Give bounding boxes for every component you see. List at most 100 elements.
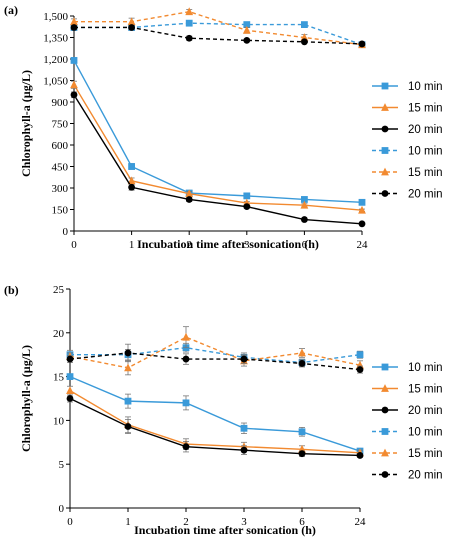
data-point xyxy=(70,91,78,99)
data-point xyxy=(182,399,190,407)
y-tick-label: 1,200 xyxy=(43,54,68,66)
y-tick-label: 25 xyxy=(53,284,65,296)
y-tick-label: 1,350 xyxy=(43,33,68,45)
x-tick-label: 1 xyxy=(129,239,135,251)
series-line xyxy=(73,60,363,204)
y-tick-label: 1,500 xyxy=(43,11,68,23)
legend-label: 20 min xyxy=(408,470,443,482)
legend-marker xyxy=(381,471,389,478)
series-line xyxy=(74,22,363,46)
legend-label: 10 min xyxy=(408,427,443,439)
series-line xyxy=(69,375,361,452)
data-point xyxy=(128,163,135,170)
data-point xyxy=(66,386,74,395)
legend-marker xyxy=(381,167,389,176)
data-point xyxy=(240,355,248,363)
data-point xyxy=(243,192,251,200)
y-tick-label: 150 xyxy=(52,205,69,217)
data-point xyxy=(182,443,190,451)
x-tick-label: 24 xyxy=(355,516,367,528)
x-tick-label: 2 xyxy=(183,516,189,528)
series-line xyxy=(69,336,361,369)
data-point xyxy=(128,24,136,31)
y-tick-label: 300 xyxy=(52,183,69,195)
data-point xyxy=(243,203,251,211)
x-axis-label: Incubation time after sonication (h) xyxy=(137,237,319,251)
data-point xyxy=(298,450,306,458)
legend-marker xyxy=(381,384,389,392)
data-point xyxy=(70,17,78,26)
y-axis-label: Chlorophyll-a (µg/L) xyxy=(19,70,33,177)
legend-marker xyxy=(381,82,389,90)
x-tick-label: 2 xyxy=(186,239,192,251)
x-axis-label: Incubation time after sonication (h) xyxy=(134,523,316,537)
series-line xyxy=(74,10,363,46)
y-tick-label: 20 xyxy=(53,328,65,340)
legend-label: 15 min xyxy=(408,103,443,115)
panel-label: (a) xyxy=(4,3,18,17)
data-point xyxy=(185,19,193,27)
legend-label: 10 min xyxy=(408,81,443,93)
data-point xyxy=(301,21,308,28)
data-point xyxy=(300,200,309,209)
legend-label: 20 min xyxy=(408,189,443,201)
legend-marker xyxy=(381,190,389,197)
legend-marker xyxy=(381,125,389,133)
y-tick-label: 750 xyxy=(52,119,69,131)
data-point xyxy=(240,424,248,432)
series-line xyxy=(73,94,363,225)
data-point xyxy=(301,196,308,203)
y-tick-label: 0 xyxy=(59,503,65,515)
data-point xyxy=(185,7,194,16)
legend-marker xyxy=(381,448,389,457)
series-line xyxy=(69,397,361,457)
data-point xyxy=(300,33,309,41)
data-point xyxy=(185,196,193,203)
legend-marker xyxy=(381,406,389,414)
data-point xyxy=(66,395,74,402)
legend-marker xyxy=(381,363,389,371)
y-tick-label: 10 xyxy=(53,415,65,427)
data-point xyxy=(185,34,193,42)
data-point xyxy=(128,183,136,191)
x-tick-label: 24 xyxy=(357,239,369,251)
legend-label: 20 min xyxy=(408,405,443,417)
y-tick-label: 5 xyxy=(59,459,65,471)
legend-marker xyxy=(381,428,389,435)
data-point xyxy=(356,360,364,369)
data-point xyxy=(182,332,190,341)
data-point xyxy=(301,216,308,223)
x-tick-label: 6 xyxy=(302,239,308,251)
data-point xyxy=(66,373,74,380)
data-point xyxy=(242,25,251,34)
y-tick-label: 450 xyxy=(52,162,69,174)
data-point xyxy=(127,176,136,185)
data-point xyxy=(124,397,132,405)
data-point xyxy=(356,452,364,459)
panel-label: (b) xyxy=(4,283,19,297)
legend-marker xyxy=(381,103,389,111)
data-point xyxy=(185,189,194,198)
y-tick-label: 1,050 xyxy=(43,76,68,88)
data-point xyxy=(240,446,248,454)
data-point xyxy=(182,355,190,363)
y-tick-label: 15 xyxy=(53,372,65,384)
data-point xyxy=(301,38,308,46)
data-point xyxy=(298,360,306,367)
legend-marker xyxy=(381,147,389,154)
data-point xyxy=(358,205,366,214)
data-point xyxy=(298,348,306,357)
data-point xyxy=(298,428,306,436)
x-tick-label: 3 xyxy=(244,239,250,251)
series-line xyxy=(74,26,363,45)
legend-label: 15 min xyxy=(408,384,443,396)
legend-label: 10 min xyxy=(408,362,443,374)
y-tick-label: 600 xyxy=(52,140,69,152)
data-point xyxy=(358,220,366,228)
legend-label: 15 min xyxy=(408,448,443,460)
data-point xyxy=(358,40,366,48)
y-tick-label: 0 xyxy=(63,226,69,238)
legend-label: 20 min xyxy=(408,124,443,136)
data-point xyxy=(356,351,364,359)
data-point xyxy=(243,21,251,28)
